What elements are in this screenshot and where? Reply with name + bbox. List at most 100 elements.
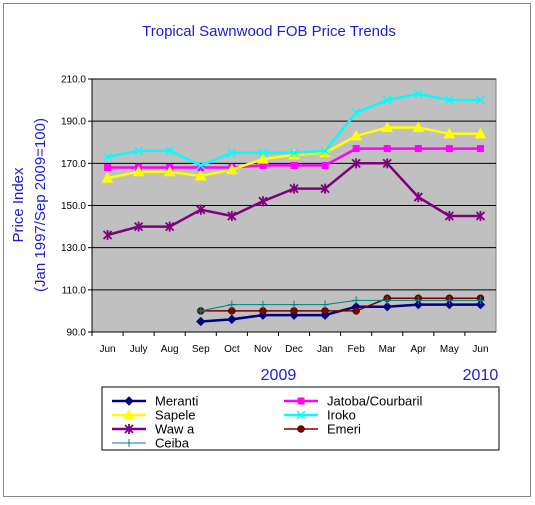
data-point-waw-a <box>258 196 268 207</box>
y-axis-ticks: 90.0 110.0 130.0 150.0 170.0 190.0 210.0 <box>61 75 93 339</box>
data-point-sapele <box>474 127 487 139</box>
data-point-jatoba-courbaril <box>321 161 329 169</box>
data-point-sapele <box>257 153 269 164</box>
x-tick-label: Oct <box>224 344 240 355</box>
y-tick-label: 190.0 <box>61 117 86 128</box>
data-point-jatoba-courbaril <box>414 145 422 153</box>
data-point-waw-a <box>475 211 486 222</box>
x-tick-label: July <box>130 344 148 355</box>
data-point-meranti <box>320 310 330 320</box>
year-labels: 2009 2010 <box>261 367 499 384</box>
data-point-emeri <box>352 307 360 315</box>
data-point-sapele <box>443 127 456 139</box>
data-point-meranti <box>289 310 299 320</box>
data-point-sapele <box>194 169 207 181</box>
data-point-iroko <box>475 95 485 105</box>
legend-entry-ceiba: Ceiba <box>112 436 190 451</box>
data-point-iroko <box>382 95 392 105</box>
data-point-jatoba-courbaril <box>445 145 453 153</box>
data-point-ceiba <box>290 300 298 309</box>
data-point-iroko <box>227 148 237 158</box>
data-point-waw-a <box>413 192 423 203</box>
legend-label: Iroko <box>327 408 356 423</box>
legend-entry-iroko: Iroko <box>284 408 356 423</box>
data-point-sapele <box>163 165 176 177</box>
data-point-sapele <box>225 163 238 175</box>
x-tick-label: Jun <box>99 344 115 355</box>
data-point-meranti <box>196 316 206 327</box>
data-point-waw-a <box>227 211 237 222</box>
data-point-waw-a <box>196 204 206 215</box>
year-label: 2010 <box>463 367 499 384</box>
data-point-meranti <box>444 299 455 310</box>
x-tick-label: Dec <box>285 344 303 355</box>
legend-label: Waw a <box>155 422 195 437</box>
series-line-emeri <box>200 297 481 312</box>
legend-marker <box>124 396 134 406</box>
y-tick-label: 150.0 <box>61 201 86 212</box>
x-tick-label: Apr <box>411 344 427 355</box>
data-point-meranti <box>382 301 392 312</box>
data-point-ceiba <box>321 300 330 309</box>
legend-marker <box>297 397 305 405</box>
data-point-sapele <box>381 121 394 132</box>
legend-entry-jatoba-courbaril: Jatoba/Courbaril <box>284 394 422 409</box>
data-point-jatoba-courbaril <box>352 145 360 153</box>
data-point-iroko <box>258 148 268 158</box>
legend-entry-emeri: Emeri <box>284 422 361 437</box>
y-axis-label-line2: (Jan 1997/Sep 2009=100) <box>32 118 49 292</box>
data-point-sapele <box>132 165 145 177</box>
x-axis-ticks: Jun July Aug Sep Oct Nov Dec Jan Feb Mar Apr May Jun <box>91 332 489 355</box>
data-point-jatoba-courbaril <box>104 164 112 172</box>
data-point-iroko <box>413 89 423 99</box>
data-point-ceiba <box>383 296 392 305</box>
data-point-iroko <box>289 148 299 158</box>
data-point-jatoba-courbaril <box>383 145 391 153</box>
legend-label: Meranti <box>155 394 198 409</box>
series-iroko <box>103 89 485 170</box>
legend: Meranti Jatoba/Courbaril Sapele Iroko Waw a E… <box>112 394 422 451</box>
data-point-iroko <box>165 146 175 156</box>
series-waw-a <box>102 158 486 241</box>
data-point-sapele <box>101 172 114 183</box>
data-point-waw-a <box>165 221 175 232</box>
data-point-ceiba <box>414 296 423 305</box>
data-point-ceiba <box>227 300 236 309</box>
legend-marker <box>297 425 305 433</box>
data-point-iroko <box>320 146 330 156</box>
y-tick-label: 210.0 <box>61 75 86 86</box>
data-point-waw-a <box>289 183 299 194</box>
data-point-waw-a <box>320 183 330 194</box>
legend-marker <box>124 424 134 434</box>
data-point-jatoba-courbaril <box>290 161 298 169</box>
data-point-waw-a <box>102 230 113 241</box>
x-tick-label: Aug <box>161 344 179 355</box>
legend-label: Emeri <box>327 422 361 437</box>
data-point-sapele <box>350 129 363 141</box>
data-point-iroko <box>134 146 144 156</box>
data-point-ceiba <box>352 296 361 305</box>
data-point-ceiba <box>476 296 485 305</box>
legend-label: Jatoba/Courbaril <box>327 394 422 409</box>
data-point-ceiba <box>445 296 454 305</box>
data-point-meranti <box>413 299 424 310</box>
legend-marker <box>125 439 133 447</box>
legend-label: Ceiba <box>155 436 190 451</box>
data-point-meranti <box>475 299 486 310</box>
y-tick-label: 110.0 <box>62 285 87 296</box>
legend-marker <box>123 408 135 420</box>
x-tick-label: May <box>440 344 459 355</box>
series-lines <box>101 89 487 327</box>
y-axis-label-line1: Price Index <box>10 167 27 243</box>
y-tick-label: 130.0 <box>61 243 86 254</box>
data-point-ceiba <box>196 306 205 315</box>
chart-title: Tropical Sawnwood FOB Price Trends <box>142 23 396 40</box>
legend-entry-meranti: Meranti <box>112 394 198 409</box>
series-ceiba <box>196 296 485 315</box>
data-point-iroko <box>444 95 454 105</box>
year-label: 2009 <box>261 367 297 384</box>
x-tick-label: Mar <box>379 344 397 355</box>
data-point-meranti <box>227 314 237 325</box>
x-tick-label: Jun <box>472 344 488 355</box>
